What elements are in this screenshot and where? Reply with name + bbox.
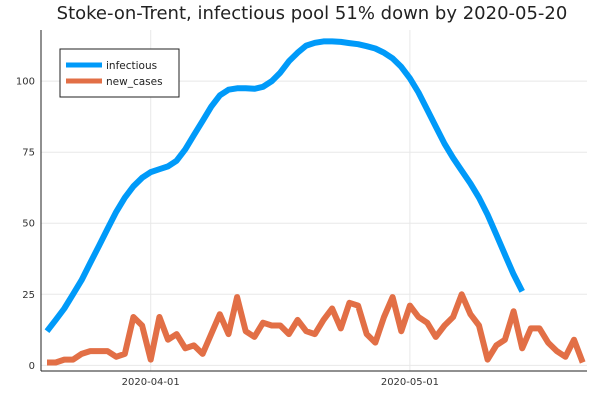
legend-label-infectious: infectious	[106, 60, 157, 72]
legend: infectious new_cases	[59, 48, 180, 98]
x-ticks: 2020-04-01 2020-05-01	[122, 377, 439, 388]
x-tick-label: 2020-04-01	[122, 377, 180, 388]
chart-title: Stoke-on-Trent, infectious pool 51% down…	[57, 3, 568, 24]
series-layer	[44, 38, 586, 366]
legend-box	[59, 48, 180, 98]
series-line-new-cases	[47, 291, 586, 366]
y-tick-label: 25	[22, 290, 35, 301]
y-tick-label: 100	[16, 77, 35, 88]
series-line-infectious	[44, 38, 525, 334]
x-tick-label: 2020-05-01	[381, 377, 439, 388]
legend-label-new-cases: new_cases	[106, 76, 163, 88]
y-ticks: 0 25 50 75 100	[16, 77, 35, 372]
y-tick-label: 50	[22, 219, 35, 230]
y-tick-label: 0	[29, 361, 35, 372]
y-tick-label: 75	[22, 148, 35, 159]
